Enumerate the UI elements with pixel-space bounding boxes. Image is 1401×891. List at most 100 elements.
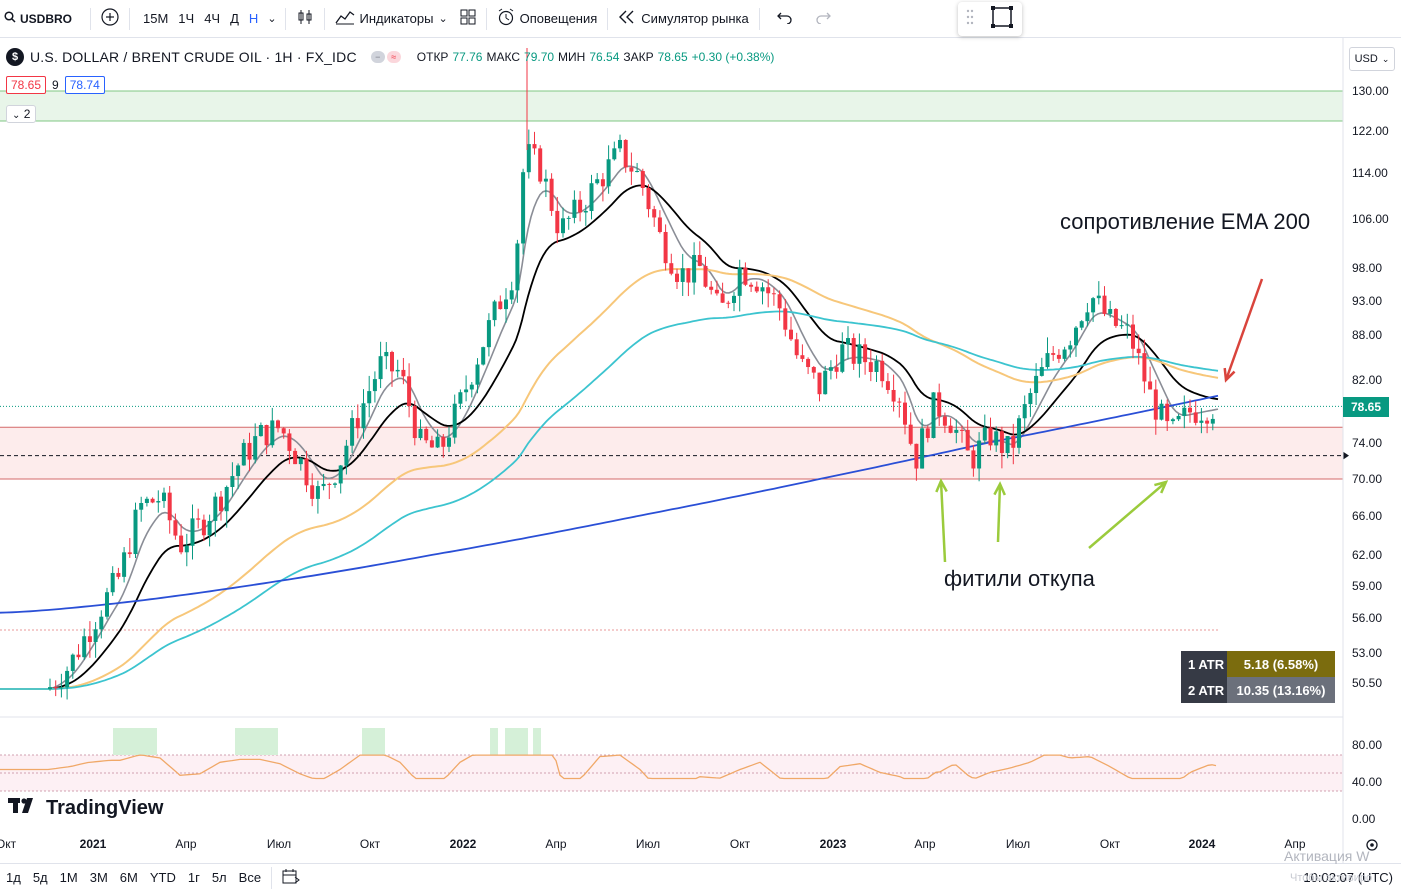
candle-body (754, 286, 759, 292)
candle-body (686, 268, 691, 283)
candle-body (948, 425, 953, 433)
interval-15m[interactable]: 15M (143, 11, 169, 26)
candle-body (139, 503, 144, 510)
price-tick: 114.00 (1352, 166, 1388, 180)
price-tick: 50.50 (1352, 676, 1382, 690)
candle-body (868, 362, 873, 373)
range-3m[interactable]: 3М (89, 870, 108, 885)
bar-style-button[interactable] (290, 0, 320, 38)
atr-label: 2 ATR (1181, 677, 1227, 703)
candle-body (344, 445, 349, 466)
interval-4h[interactable]: 4Ч (204, 11, 221, 26)
fullscreen-icon[interactable] (990, 5, 1014, 34)
candle-body (236, 465, 241, 477)
candle-body (276, 420, 280, 429)
candle-body (999, 431, 1004, 454)
interval-1h[interactable]: 1Ч (178, 11, 195, 26)
indicators-collapse-button[interactable]: ⌄ 2 (6, 105, 37, 123)
candle-body (76, 654, 81, 658)
candle-body (1119, 325, 1124, 327)
range-1d[interactable]: 1д (6, 870, 21, 885)
candle-body (321, 483, 326, 487)
undo-button[interactable] (764, 0, 806, 38)
candle-body (680, 268, 685, 282)
redo-button[interactable] (806, 0, 840, 38)
candle-body (977, 440, 982, 469)
chart-canvas[interactable]: 130.00 122.00 114.00 106.00 98.00 93.00 88.00 8… (0, 38, 1401, 863)
top-toolbar: USDBRO 15M 1Ч 4Ч Д Н ⌄ Индикаторы ⌄ (0, 0, 1401, 38)
range-all[interactable]: Все (238, 870, 262, 885)
last-price-label: 78.65 (1343, 397, 1389, 417)
tradingview-logo[interactable]: TradingView (8, 796, 163, 820)
range-1m[interactable]: 1М (59, 870, 78, 885)
time-tick: Апр (1284, 837, 1306, 851)
date-range-button[interactable] (276, 868, 306, 887)
buy-price-button[interactable]: 78.74 (64, 76, 105, 94)
clock[interactable]: 10:02:07 (UTC) (1303, 870, 1393, 885)
candle-body (184, 545, 189, 553)
price-tick: 59.00 (1352, 579, 1382, 593)
candle-body (475, 364, 480, 385)
candle-body (59, 687, 64, 689)
candle-body (1170, 419, 1175, 422)
candle-body (150, 498, 155, 503)
replay-button[interactable]: Симулятор рынка (612, 0, 754, 38)
divider (607, 7, 609, 30)
symbol-search[interactable]: USDBRO (0, 0, 86, 38)
range-5y[interactable]: 5л (211, 870, 227, 885)
candle-body (1165, 403, 1170, 422)
layouts-button[interactable] (454, 0, 482, 38)
candle-body (458, 392, 463, 404)
candle-body (1022, 404, 1027, 419)
candle-body (105, 592, 109, 617)
layouts-icon (460, 9, 476, 28)
candle-body (1085, 312, 1090, 322)
candle-body (834, 367, 839, 372)
interval-1d[interactable]: Д (230, 11, 239, 26)
alerts-button[interactable]: Оповещения (491, 0, 604, 38)
replay-label: Симулятор рынка (641, 11, 749, 26)
candle-body (697, 255, 702, 266)
candle-body (714, 289, 719, 294)
interval-1w[interactable]: Н (248, 11, 259, 26)
compare-button[interactable] (95, 0, 125, 38)
osc-tick: 0.00 (1352, 812, 1376, 826)
candle-body (201, 519, 206, 536)
floating-toolbar[interactable] (958, 2, 1022, 36)
range-ytd[interactable]: YTD (149, 870, 176, 885)
candle-body (264, 425, 269, 446)
candle-body (447, 437, 451, 447)
candle-body (110, 572, 115, 593)
price-tick: 82.00 (1352, 373, 1382, 387)
candle-body (486, 320, 491, 348)
chevron-down-icon[interactable]: ⌄ (267, 13, 277, 25)
candle-body (566, 217, 571, 219)
settings-icon-ring (1366, 839, 1378, 851)
close-label: ЗАКР (623, 50, 654, 64)
time-tick: Апр (545, 837, 567, 851)
ema-cyan-line (0, 310, 1219, 690)
candle-body (1176, 415, 1181, 420)
arrow-shaft (1088, 481, 1167, 549)
range-5d[interactable]: 5д (32, 870, 48, 885)
symbol-description[interactable]: U.S. DOLLAR / BRENT CRUDE OIL · 1H · FX_… (30, 49, 357, 65)
candle-body (1028, 393, 1033, 405)
candle-body (367, 391, 372, 404)
divider (758, 7, 760, 30)
currency-selector[interactable]: USD ⌄ (1349, 47, 1395, 71)
indicators-button[interactable]: Индикаторы ⌄ (329, 0, 454, 38)
market-status[interactable]: − ≈ (370, 51, 401, 63)
range-6m[interactable]: 6М (119, 870, 138, 885)
range-1y[interactable]: 1г (187, 870, 200, 885)
drag-handle-icon[interactable] (966, 9, 974, 30)
price-tick: 74.00 (1352, 436, 1382, 450)
sell-price-button[interactable]: 78.65 (6, 76, 47, 94)
candle-body (179, 535, 184, 553)
time-tick: Окт (0, 837, 17, 851)
candle-body (988, 427, 993, 446)
candle-body (1113, 308, 1118, 326)
candle-body (384, 351, 389, 357)
arrow-head (935, 478, 948, 493)
candle-body (372, 379, 377, 392)
arrow-head (993, 481, 1006, 496)
